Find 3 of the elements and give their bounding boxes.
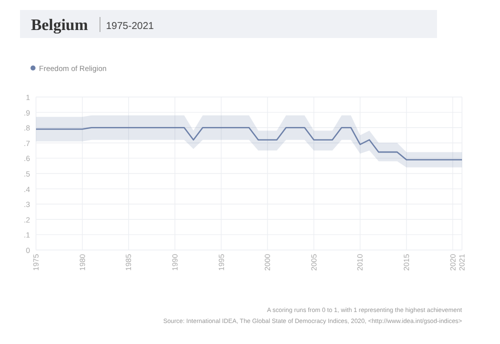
line-series — [35, 126, 463, 160]
chart-title: Belgium — [31, 17, 89, 34]
chart-subtitle: 1975-2021 — [106, 21, 154, 32]
